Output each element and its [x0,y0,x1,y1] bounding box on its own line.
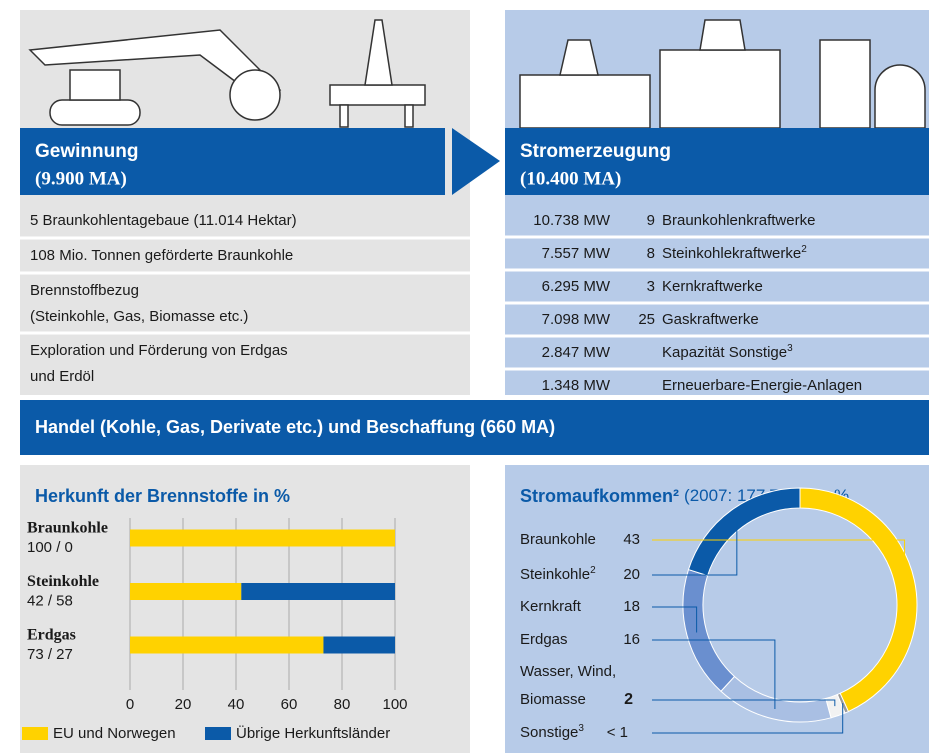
label: Sonstige [520,724,578,741]
capacity: 7.557 MW [542,245,611,262]
arrow [452,128,500,195]
leader-line [652,639,776,710]
value-label: 20 [623,566,640,583]
row-text: (Steinkohle, Gas, Biomasse etc.) [30,308,248,325]
leader-line [652,699,836,707]
leader-line [652,703,844,734]
bar [323,636,395,654]
name: Kernkraftwerke [662,278,763,295]
x-tick-label: 100 [382,696,407,713]
bar [130,583,242,600]
icons [28,19,926,129]
plant-name: Kernkraftwerke [662,278,763,295]
count: 25 [638,311,655,328]
x-tick-label: 60 [281,696,298,713]
chart-title: Herkunft der Brennstoffe in % [35,486,290,506]
plant-name: Kapazität Sonstige3 [662,343,793,361]
capacity: 1.348 MW [542,377,611,394]
trade-text: Handel (Kohle, Gas, Derivate etc.) und B… [35,417,555,437]
plant-name: Erneuerbare-Energie-Anlagen [662,377,862,394]
superscript: 3 [578,723,584,734]
bar [130,529,395,547]
x-tick-label: 80 [334,696,351,713]
name: Gaskraftwerke [662,311,759,328]
category-label: Steinkohle [27,573,99,590]
legend-label: Übrige Herkunftsländer [236,724,390,742]
label: Braunkohle [520,531,596,548]
title: Stromaufkommen² [520,486,679,506]
row-text: und Erdöl [30,368,94,385]
superscript: 2 [801,244,807,255]
label: Kernkraft [520,598,582,615]
category-label: Erdgas [27,627,76,644]
value-label: 43 [623,531,640,548]
value-label: 2 [624,691,633,708]
superscript: 3 [787,343,793,354]
capacity: 10.738 MW [533,212,611,229]
category-sublabel: 100 / 0 [27,539,73,556]
plant-name: Steinkohlekraftwerke2 [662,244,807,262]
capacity: 2.847 MW [542,344,611,361]
x-tick-label: 20 [175,696,192,713]
section-title: Stromerzeugung [520,141,671,162]
section-title: Gewinnung [35,141,138,162]
section-subtitle: (10.400 MA) [520,168,621,189]
count: 3 [647,278,655,295]
row-text: Exploration und Förderung von Erdgas [30,342,288,359]
slice-label: Braunkohle [520,531,596,548]
bar [130,636,324,654]
header-band [20,128,445,195]
count: 9 [647,212,655,229]
slice-label: Wasser, Wind, [520,663,616,680]
row-text: Brennstoffbezug [30,282,139,299]
capacity: 7.098 MW [542,311,611,328]
category-sublabel: 73 / 27 [27,646,73,663]
leader-line [652,606,698,633]
category-label: Braunkohle [27,520,108,537]
bar [241,583,395,600]
label: Steinkohle [520,566,590,583]
header-band [505,128,929,195]
name: Erneuerbare-Energie-Anlagen [662,377,862,394]
name: Kapazität Sonstige [662,344,787,361]
slice-label: Erdgas [520,631,568,648]
value-label: < 1 [607,724,628,741]
row-text: 5 Braunkohlentagebaue (11.014 Hektar) [30,212,297,229]
legend-swatch [205,727,231,740]
section-subtitle: (9.900 MA) [35,168,127,189]
plant-name: Braunkohlenkraftwerke [662,212,815,229]
slice-label: Kernkraft [520,598,582,615]
x-tick-label: 0 [126,696,134,713]
superscript: 2 [590,565,596,576]
name: Steinkohlekraftwerke [662,245,801,262]
x-tick-label: 40 [228,696,245,713]
legend-label: EU und Norwegen [53,725,176,742]
name: Braunkohlenkraftwerke [662,212,815,229]
slice-label: Sonstige3 [520,723,584,741]
value-label: 16 [623,631,640,648]
slice-label: Biomasse [520,691,586,708]
leader-line [652,539,906,583]
leader-line [652,518,738,576]
count: 8 [647,245,655,262]
slice-label: Steinkohle2 [520,565,596,583]
row-text: 108 Mio. Tonnen geförderte Braunkohle [30,247,293,264]
legend-swatch [22,727,48,740]
value-label: 18 [623,598,640,615]
category-sublabel: 42 / 58 [27,592,73,609]
label: Erdgas [520,631,568,648]
capacity: 6.295 MW [542,278,611,295]
trade-band [20,400,929,455]
slice [687,487,801,577]
plant-name: Gaskraftwerke [662,311,759,328]
